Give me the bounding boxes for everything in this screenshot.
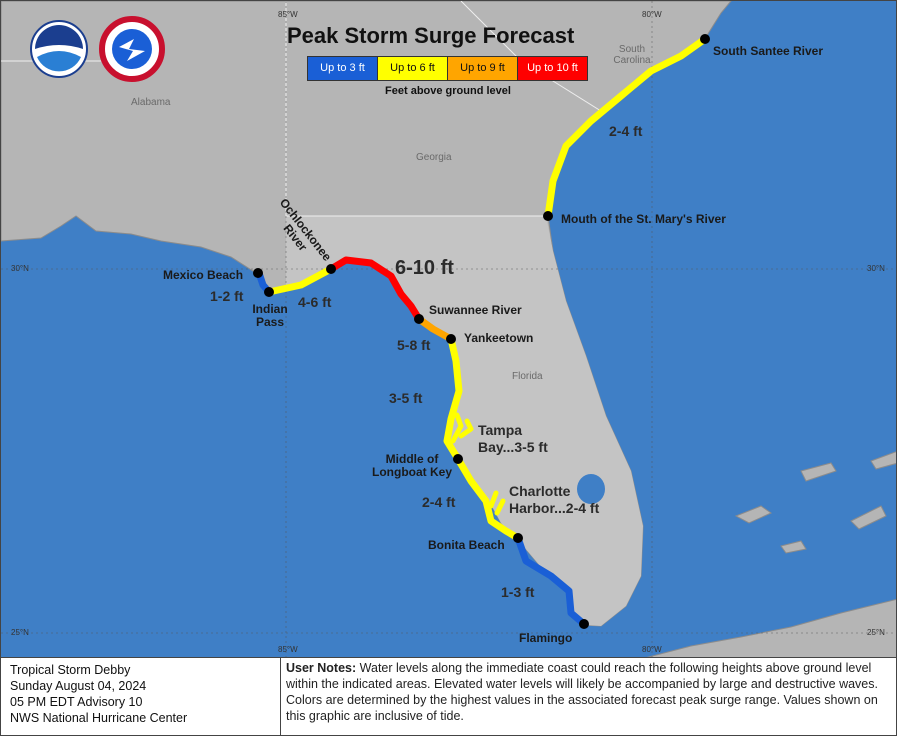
lon-label: 85°W	[278, 10, 298, 19]
lat-label: 25°N	[11, 628, 29, 637]
lon-label: 80°W	[642, 10, 662, 19]
surge-label: 1-3 ft	[501, 584, 535, 600]
region-label: Alabama	[131, 97, 171, 108]
surge-label: 1-2 ft	[210, 288, 244, 304]
lon-label: 85°W	[278, 645, 298, 654]
cuba	[646, 598, 896, 657]
surge-label: 2-4 ft	[422, 494, 456, 510]
region-label: South Carolina	[613, 44, 651, 66]
region-label: Georgia	[416, 152, 452, 163]
surge-label: 5-8 ft	[397, 337, 431, 353]
legend-caption: Feet above ground level	[385, 85, 511, 97]
location-label: Indian Pass	[252, 302, 288, 329]
surge-label: Tampa Bay...3-5 ft	[478, 422, 548, 455]
map: Peak Storm Surge Forecast Up to 3 ft Up t…	[0, 0, 897, 658]
surge-label: Charlotte Harbor...2-4 ft	[509, 483, 600, 516]
storm-info: Tropical Storm Debby Sunday August 04, 20…	[1, 658, 281, 735]
legend-item: Up to 3 ft	[308, 57, 378, 80]
legend-item: Up to 9 ft	[448, 57, 518, 80]
lon-label: 80°W	[642, 645, 662, 654]
nws-logo	[99, 16, 165, 82]
noaa-logo	[30, 20, 88, 78]
location-label: Mexico Beach	[163, 268, 244, 282]
location-label: Suwannee River	[429, 303, 522, 317]
location-label: Middle of Longboat Key	[372, 452, 452, 479]
map-title: Peak Storm Surge Forecast	[287, 23, 575, 48]
lat-label: 30°N	[11, 264, 29, 273]
footer: Tropical Storm Debby Sunday August 04, 20…	[0, 658, 897, 736]
legend: Up to 3 ft Up to 6 ft Up to 9 ft Up to 10 f…	[307, 56, 588, 81]
surge-label: 3-5 ft	[389, 390, 423, 406]
user-notes: User Notes: Water levels along the immed…	[281, 658, 896, 735]
location-label: Yankeetown	[464, 331, 534, 345]
notes-heading: User Notes:	[286, 661, 357, 675]
lake-okeechobee	[577, 474, 605, 504]
map-canvas	[1, 1, 896, 657]
surge-label: 6-10 ft	[395, 257, 454, 279]
location-label: Bonita Beach	[428, 538, 505, 552]
location-label: Mouth of the St. Mary's River	[561, 212, 726, 226]
bahamas	[734, 451, 896, 554]
lat-label: 30°N	[867, 264, 885, 273]
storm-info-line: Tropical Storm Debby	[10, 663, 131, 677]
storm-info-line: NWS National Hurricane Center	[10, 711, 188, 725]
storm-info-line: 05 PM EDT Advisory 10	[10, 695, 143, 709]
location-dots	[253, 34, 710, 629]
location-label: South Santee River	[713, 44, 824, 58]
region-label: Florida	[512, 371, 543, 382]
location-label: Flamingo	[519, 631, 573, 645]
storm-info-line: Sunday August 04, 2024	[10, 679, 147, 693]
lat-label: 25°N	[867, 628, 885, 637]
surge-label: 2-4 ft	[609, 123, 643, 139]
surge-label: 4-6 ft	[298, 294, 332, 310]
notes-text: Water levels along the immediate coast c…	[286, 661, 878, 723]
legend-item: Up to 10 ft	[518, 57, 587, 80]
legend-item: Up to 6 ft	[378, 57, 448, 80]
